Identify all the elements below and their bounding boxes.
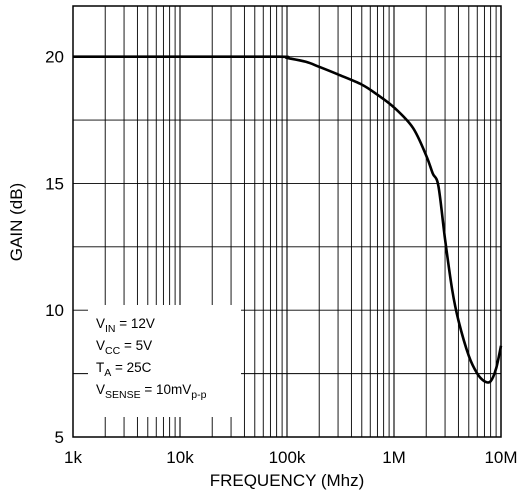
- x-tick-label: 1M: [382, 448, 406, 467]
- x-tick-label: 1k: [64, 448, 82, 467]
- annotation-line: VCC = 5V: [96, 338, 152, 357]
- x-tick-label: 10M: [484, 448, 517, 467]
- series-layer: [73, 55, 503, 384]
- tick-labels: 1k 10k 100k 1M 10M 5 10 15 20: [45, 48, 517, 467]
- x-tick-label: 10k: [166, 448, 194, 467]
- y-tick-label: 15: [45, 174, 64, 193]
- plot-frame: [72, 5, 502, 438]
- annotation-line: VIN = 12V: [96, 316, 155, 335]
- annotation-line: TA = 25C: [96, 360, 152, 379]
- y-tick-label: 5: [55, 428, 64, 447]
- conditions-annotation: VIN = 12V VCC = 5V TA = 25C VSENSE = 10mVp-…: [88, 305, 241, 417]
- x-tick-label: 100k: [269, 448, 306, 467]
- y-tick-label: 10: [45, 301, 64, 320]
- grid: [73, 6, 501, 437]
- y-tick-label: 20: [45, 48, 64, 67]
- annotation-line: VSENSE = 10mVp-p: [96, 382, 207, 401]
- annotation-background: [88, 305, 241, 417]
- x-axis-title: FREQUENCY (Mhz): [210, 471, 365, 490]
- gain-curve: [73, 55, 503, 384]
- y-axis-title: GAIN (dB): [7, 183, 26, 261]
